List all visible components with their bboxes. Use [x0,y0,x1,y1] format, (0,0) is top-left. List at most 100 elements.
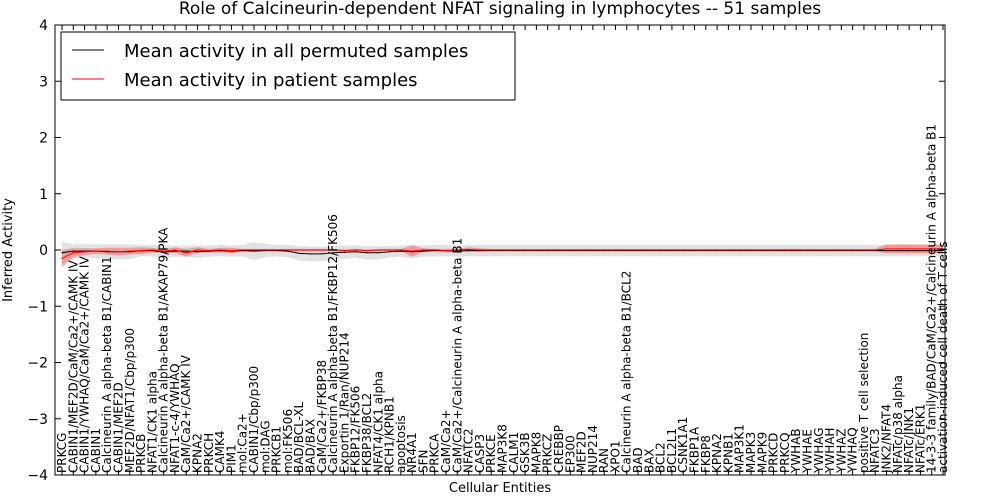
data-point [795,249,797,251]
x-tick-label: CABIN1/MEF2D/CaM/Ca2+/CAMK IV [66,259,80,473]
data-point [750,249,752,251]
x-tick-label: BAX [642,448,656,473]
x-tick-label: Calcineurin A alpha-beta B1/CABIN1 [100,256,114,473]
data-point [309,253,312,255]
y-tick-label: −4 [27,468,48,484]
x-tick-label: BAD/BCL-XL [292,401,306,473]
data-point [863,249,865,251]
data-point [840,249,842,251]
x-tick-label: MAP3K8 [496,424,510,473]
data-point [434,249,436,251]
data-point [72,252,74,254]
data-point [298,252,300,254]
data-point [276,249,278,251]
data-point [400,250,402,252]
y-tick-label: 1 [39,187,48,203]
data-point [897,249,899,252]
data-point [117,251,120,253]
y-tick-label: 0 [39,243,48,259]
y-tick-label: 3 [39,74,48,90]
data-point [422,250,425,252]
data-point [603,249,605,251]
x-tick-label: PRKCD [767,433,781,473]
data-point [919,248,922,250]
data-point [626,249,628,251]
data-point [490,249,492,251]
x-tick-label: PRKCE [484,434,498,473]
data-point [355,251,357,253]
data-point [106,250,108,252]
x-tick-label: PRKCA [428,433,442,473]
data-point [456,250,458,252]
data-point [592,249,594,251]
legend: Mean activity in all permuted samples Me… [60,31,516,101]
x-tick-label: Calcineurin A alpha-beta B1/BCL2 [620,271,634,473]
x-tick-label: JNK2/NFAT4 [880,404,894,474]
data-point [693,249,696,251]
x-tick-label: MAPK9 [755,432,769,473]
x-tick-label: MAPK8 [529,432,543,473]
data-point [761,249,763,251]
data-point [208,249,210,252]
data-point [332,249,334,251]
x-tick-label: BAD/BAX [303,419,317,473]
x-tick-label: YWHAQ [846,427,860,474]
data-point [219,249,221,251]
x-tick-label: 14-3-3 family/BAD/CaM/Ca2+/Calcineurin A… [925,124,939,473]
data-point [287,250,289,252]
data-point [535,249,537,251]
data-point [411,250,413,252]
x-tick-label: PRKCB1 [270,426,284,473]
data-point [321,253,323,255]
data-point [163,251,165,253]
data-point [456,249,458,251]
data-point [230,249,233,252]
data-point [818,249,820,251]
x-tick-label: CaM/Ca2+ [439,409,453,473]
data-point [366,252,368,254]
x-tick-label: GSK3B [518,432,532,473]
x-tick-label: PRKCQ [778,432,792,473]
series-band-0 [62,241,943,265]
x-tick-label: RAN [597,448,611,473]
x-tick-label: CaM/Ca2+/Calcineurin A alpha-beta B1 [450,238,464,473]
data-point [83,251,86,253]
x-tick-label: CABIN1/YWHAQ/CaM/Ca2+/CAMK IV [78,256,92,473]
data-point [885,248,888,250]
data-point [174,250,176,252]
data-point [468,248,470,251]
x-tick-label: CALM1 [507,432,521,473]
data-point [140,249,142,252]
data-point [163,250,165,252]
data-point [931,249,933,252]
data-point [682,249,684,251]
x-tick-label: mol:Ca2+ [236,413,250,473]
x-tick-label: MAPK3 [744,432,758,473]
x-tick-label: CASP3 [473,434,487,473]
x-tick-label: Exportin 1/Ran/NUP214 [337,332,351,473]
x-tick-label: apoptosis [394,415,408,473]
x-tick-label: YWHAB [789,428,803,474]
x-tick-label: MEF2D/NFAT1/Cbp/p300 [123,328,137,473]
y-tick-label: 2 [39,131,48,147]
x-tick-label: CABIN1/Cbp/p300 [247,366,261,473]
x-tick-label: FKBP1A [688,426,702,473]
x-tick-label: FKBP12/FK506 [349,386,363,473]
x-tick-label: CaM/Ca2+/CAMK IV [179,354,193,473]
x-tick-label: CABIN1/MEF2D [111,382,125,473]
data-point [287,249,289,251]
legend-label-permuted: Mean activity in all permuted samples [124,41,468,62]
data-point [772,249,775,251]
x-tick-label: PRKCH [202,433,216,473]
x-tick-label: CAMK4 [213,431,227,473]
data-point [874,249,876,251]
data-point [445,249,447,252]
x-tick-label: NFAT1/CK1 alpha [145,371,159,473]
x-axis-label: Cellular Entities [449,481,551,496]
data-point [501,249,504,251]
data-point [660,249,662,251]
data-point [513,249,515,251]
x-tick-label: SFN [416,450,430,474]
data-point [185,252,187,254]
data-point [174,249,176,251]
